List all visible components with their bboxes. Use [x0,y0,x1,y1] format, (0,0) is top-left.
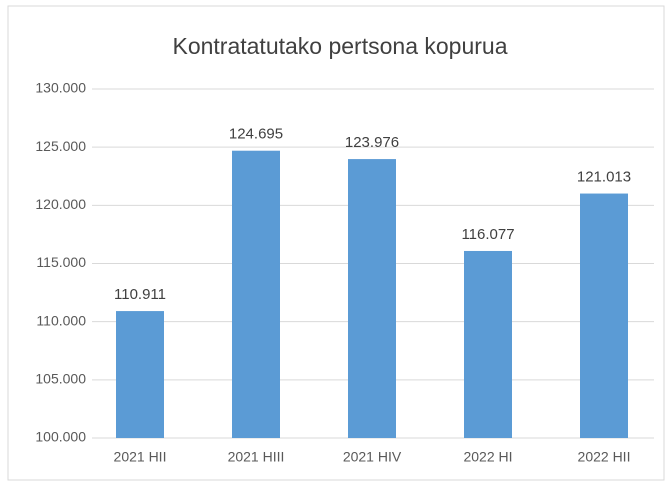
value-label: 124.695 [229,126,283,143]
value-label: 110.911 [114,286,166,303]
y-tick-label: 115.000 [36,254,86,270]
x-tick-label: 2022 HI [463,449,512,465]
x-tick-label: 2022 HII [578,449,631,465]
y-tick-label: 125.000 [35,138,86,154]
value-label: 116.077 [461,226,514,243]
bar [348,159,396,438]
y-tick-label: 120.000 [35,196,86,212]
bar [232,150,280,438]
x-tick-label: 2021 HIV [343,449,402,465]
bar [464,250,512,438]
x-tick-label: 2021 HIII [228,449,285,465]
chart-frame [7,5,665,481]
y-tick-label: 110.000 [36,312,86,328]
bar [580,193,628,438]
value-label: 121.013 [577,169,631,186]
y-tick-label: 130.000 [35,80,86,96]
x-tick-label: 2021 HII [114,449,167,465]
y-tick-label: 100.000 [35,429,86,445]
bar [116,311,164,438]
value-label: 123.976 [345,134,399,151]
y-tick-label: 105.000 [35,371,86,387]
chart-title: Kontratatutako pertsona kopurua [172,33,507,59]
